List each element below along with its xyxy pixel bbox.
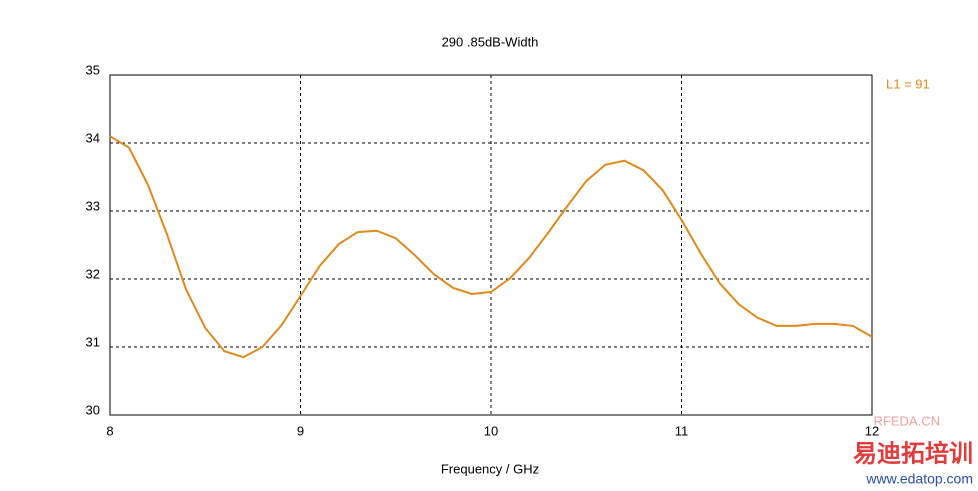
data-line — [109, 135, 873, 359]
x-tick-label: 11 — [675, 423, 689, 438]
y-tick-label: 35 — [86, 62, 100, 77]
y-tick-label: 31 — [86, 334, 100, 349]
y-tick-label: 33 — [86, 198, 100, 213]
y-tick-label: 32 — [86, 266, 100, 281]
watermark: www.edatop.com — [865, 471, 973, 487]
watermark: RFEDA.CN — [874, 413, 940, 428]
x-axis-label: Frequency / GHz — [441, 461, 539, 476]
y-tick-label: 34 — [86, 130, 100, 145]
x-tick-label: 8 — [106, 423, 113, 438]
x-tick-label: 10 — [484, 423, 498, 438]
y-tick-label: 30 — [86, 402, 100, 417]
legend-label: L1 = 91 — [886, 76, 930, 91]
x-tick-label: 12 — [865, 423, 879, 438]
chart-title: 290 .85dB-Width — [442, 34, 539, 49]
x-tick-label: 9 — [297, 423, 304, 438]
watermark: 易迪拓培训 — [853, 439, 973, 467]
